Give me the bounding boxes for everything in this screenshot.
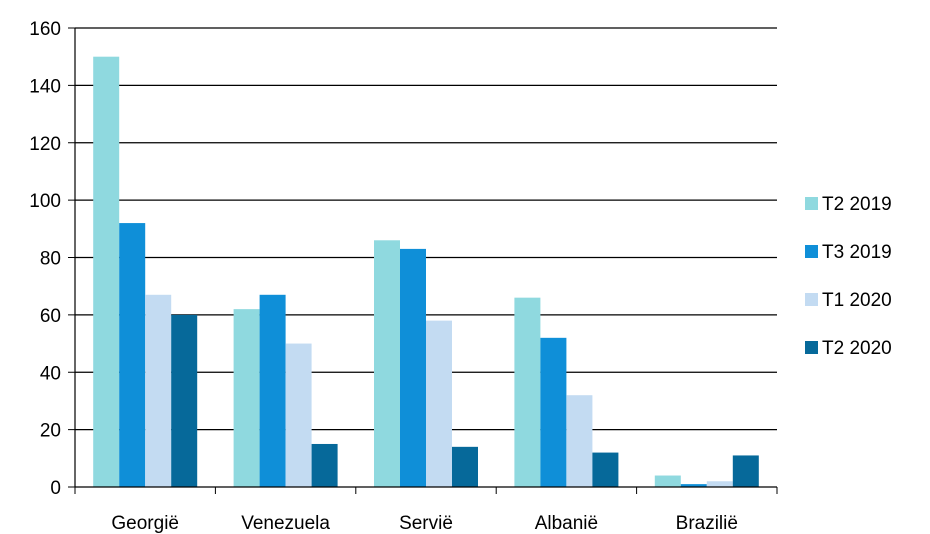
bar bbox=[311, 443, 338, 487]
bar bbox=[706, 481, 733, 487]
legend-label: T2 2019 bbox=[822, 194, 892, 215]
bar bbox=[374, 240, 400, 487]
y-tick-label: 80 bbox=[40, 249, 61, 270]
bar bbox=[732, 455, 759, 487]
x-category-label: Servië bbox=[399, 513, 453, 534]
y-tick-label: 100 bbox=[29, 191, 61, 212]
bars bbox=[93, 56, 759, 487]
x-category-label: Venezuela bbox=[241, 513, 330, 534]
bar bbox=[233, 309, 260, 487]
y-tick-label: 120 bbox=[29, 134, 61, 155]
legend-swatch bbox=[805, 293, 818, 306]
legend: T2 2019 T3 2019 T1 2020 T2 2020 bbox=[805, 194, 892, 359]
bar bbox=[514, 297, 541, 487]
bar bbox=[93, 56, 120, 487]
y-tick-label: 40 bbox=[40, 363, 61, 384]
x-category-label: Brazilië bbox=[676, 513, 738, 534]
bar bbox=[285, 343, 312, 487]
legend-swatch bbox=[805, 341, 818, 354]
legend-swatch bbox=[805, 245, 818, 258]
bar bbox=[259, 294, 286, 487]
y-tick-label: 0 bbox=[50, 478, 61, 499]
x-category-label: Albanië bbox=[535, 513, 598, 534]
bar bbox=[426, 320, 452, 487]
y-tick-label: 140 bbox=[29, 76, 61, 97]
x-category-label: Georgië bbox=[111, 513, 179, 534]
bar bbox=[119, 223, 146, 487]
y-tick-label: 60 bbox=[40, 306, 61, 327]
bar bbox=[566, 395, 593, 487]
y-tick-label: 160 bbox=[29, 19, 61, 40]
bar bbox=[171, 314, 198, 487]
y-axis-tick-labels: 0 20 40 60 80 100 120 140 160 bbox=[29, 19, 61, 499]
bar bbox=[145, 294, 172, 487]
bar bbox=[654, 475, 681, 487]
bar bbox=[400, 248, 426, 487]
bar bbox=[452, 446, 478, 487]
y-tick-label: 20 bbox=[40, 421, 61, 442]
bar bbox=[680, 484, 707, 487]
axes bbox=[68, 27, 778, 494]
legend-label: T3 2019 bbox=[822, 242, 892, 263]
x-axis-category-labels: Georgië Venezuela Servië Albanië Brazilië bbox=[111, 513, 738, 534]
legend-swatch bbox=[805, 197, 818, 210]
legend-label: T1 2020 bbox=[822, 290, 892, 311]
legend-label: T2 2020 bbox=[822, 338, 892, 359]
bar bbox=[540, 337, 567, 487]
bar bbox=[592, 452, 619, 487]
